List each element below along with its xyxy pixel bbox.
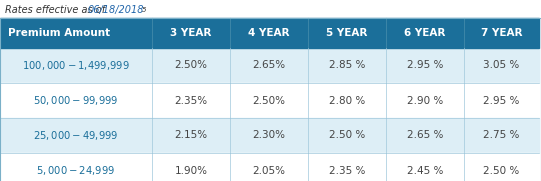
Text: 2.65 %: 2.65 % xyxy=(407,131,443,140)
Text: $100,000-$1,499,999: $100,000-$1,499,999 xyxy=(22,59,130,72)
Text: 2.30%: 2.30% xyxy=(253,131,286,140)
Text: 7 YEAR: 7 YEAR xyxy=(481,28,522,38)
Bar xyxy=(152,48,230,83)
Bar xyxy=(308,153,386,181)
Text: Rates effective as of: Rates effective as of xyxy=(5,5,108,15)
Bar xyxy=(464,118,539,153)
Text: 2.35%: 2.35% xyxy=(174,96,208,106)
Bar xyxy=(308,48,386,83)
Bar xyxy=(308,18,386,48)
Bar xyxy=(386,48,464,83)
Text: 2.35 %: 2.35 % xyxy=(329,165,365,176)
Bar xyxy=(152,83,230,118)
Text: 2.95 %: 2.95 % xyxy=(407,60,443,71)
Text: 1.90%: 1.90% xyxy=(175,165,208,176)
Text: 2.15%: 2.15% xyxy=(174,131,208,140)
Bar xyxy=(308,83,386,118)
Text: 2.50 %: 2.50 % xyxy=(483,165,519,176)
Bar xyxy=(230,48,308,83)
Text: 2.65%: 2.65% xyxy=(253,60,286,71)
Bar xyxy=(464,18,539,48)
Text: 2.05%: 2.05% xyxy=(253,165,286,176)
Bar xyxy=(152,18,230,48)
Text: $50,000-$99,999: $50,000-$99,999 xyxy=(33,94,118,107)
Text: 2.85 %: 2.85 % xyxy=(329,60,365,71)
Text: 2.95 %: 2.95 % xyxy=(483,96,520,106)
Bar xyxy=(230,118,308,153)
Text: $25,000-$49,999: $25,000-$49,999 xyxy=(33,129,118,142)
Text: 3.05 %: 3.05 % xyxy=(483,60,519,71)
Text: 6 YEAR: 6 YEAR xyxy=(404,28,446,38)
Bar xyxy=(386,18,464,48)
Text: 3 YEAR: 3 YEAR xyxy=(170,28,212,38)
Bar xyxy=(0,83,152,118)
Text: $5,000-$24,999: $5,000-$24,999 xyxy=(36,164,116,177)
Bar xyxy=(0,48,152,83)
Bar xyxy=(0,118,152,153)
Text: 06/18/2018: 06/18/2018 xyxy=(88,5,144,15)
Bar xyxy=(230,18,308,48)
Bar xyxy=(230,83,308,118)
Text: 2.50 %: 2.50 % xyxy=(329,131,365,140)
Bar xyxy=(386,118,464,153)
Bar xyxy=(152,118,230,153)
Text: 4 YEAR: 4 YEAR xyxy=(248,28,290,38)
Bar xyxy=(386,153,464,181)
Bar xyxy=(464,83,539,118)
Bar xyxy=(230,153,308,181)
Text: 2.45 %: 2.45 % xyxy=(407,165,443,176)
Bar xyxy=(0,153,152,181)
Text: 5 YEAR: 5 YEAR xyxy=(326,28,368,38)
Bar xyxy=(464,153,539,181)
Text: 5: 5 xyxy=(142,7,147,13)
Text: Premium Amount: Premium Amount xyxy=(8,28,110,38)
Text: 2.50%: 2.50% xyxy=(253,96,286,106)
Bar xyxy=(0,18,152,48)
Bar xyxy=(152,153,230,181)
Text: 2.75 %: 2.75 % xyxy=(483,131,520,140)
Text: 2.80 %: 2.80 % xyxy=(329,96,365,106)
Bar xyxy=(308,118,386,153)
Text: 2.90 %: 2.90 % xyxy=(407,96,443,106)
Text: 2.50%: 2.50% xyxy=(175,60,208,71)
Bar xyxy=(464,48,539,83)
Bar xyxy=(386,83,464,118)
